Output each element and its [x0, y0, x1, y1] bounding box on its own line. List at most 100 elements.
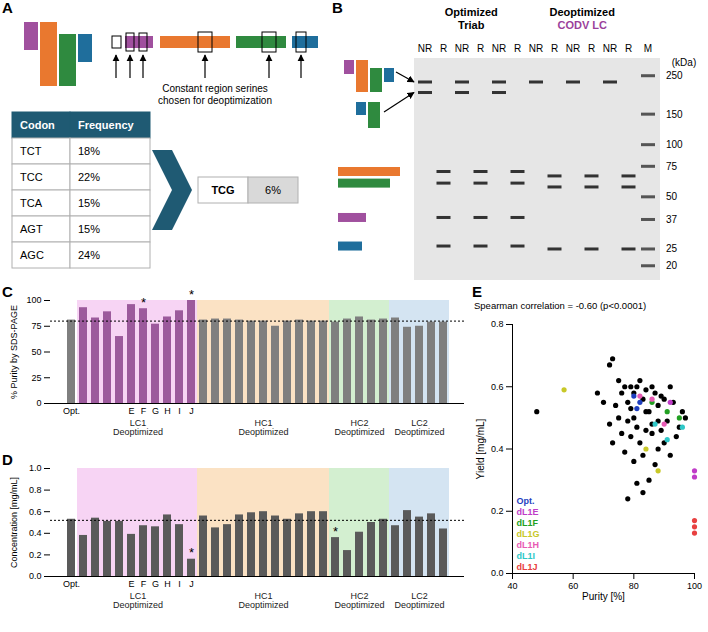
svg-text:50: 50 — [31, 347, 41, 357]
svg-text:R: R — [625, 43, 632, 54]
svg-text:0.8: 0.8 — [491, 319, 504, 329]
svg-text:Opt.: Opt. — [63, 579, 80, 589]
svg-text:NR: NR — [492, 43, 506, 54]
svg-text:6%: 6% — [265, 184, 281, 196]
svg-text:dL1J: dL1J — [517, 562, 538, 572]
svg-text:24%: 24% — [78, 249, 100, 261]
svg-text:TCG: TCG — [211, 184, 234, 196]
svg-text:CODV LC: CODV LC — [558, 19, 608, 31]
svg-text:NR: NR — [418, 43, 432, 54]
svg-text:Constant region serines: Constant region serines — [162, 83, 268, 94]
svg-text:*: * — [333, 524, 338, 539]
svg-text:NR: NR — [566, 43, 580, 54]
svg-text:*: * — [189, 545, 194, 560]
svg-text:AGT: AGT — [20, 223, 43, 235]
svg-text:15%: 15% — [78, 223, 100, 235]
svg-text:LC2Deoptimized: LC2Deoptimized — [394, 591, 444, 610]
svg-text:0.0: 0.0 — [491, 568, 504, 578]
svg-text:Optimized: Optimized — [445, 6, 498, 18]
svg-text:NR: NR — [455, 43, 469, 54]
svg-text:R: R — [551, 43, 558, 54]
svg-text:Purity [%]: Purity [%] — [582, 591, 625, 602]
svg-text:LC1Deoptimized: LC1Deoptimized — [113, 418, 163, 437]
svg-text:dL1F: dL1F — [517, 518, 539, 528]
svg-text:0.6: 0.6 — [29, 507, 42, 517]
svg-text:25: 25 — [666, 243, 678, 254]
svg-text:75: 75 — [31, 321, 41, 331]
svg-text:HC1Deoptimized: HC1Deoptimized — [238, 591, 288, 610]
svg-text:40: 40 — [507, 581, 517, 591]
svg-text:G: G — [152, 406, 159, 416]
svg-text:*: * — [141, 295, 146, 310]
svg-text:0.2: 0.2 — [29, 550, 42, 560]
svg-text:80: 80 — [629, 581, 639, 591]
svg-text:*: * — [189, 287, 194, 302]
html-text:A: A — [2, 0, 13, 16]
svg-text:Yield [mg/mL]: Yield [mg/mL] — [475, 418, 486, 479]
svg-text:dL1I: dL1I — [517, 551, 536, 561]
svg-text:100: 100 — [687, 581, 702, 591]
svg-text:HC2Deoptimized: HC2Deoptimized — [334, 591, 384, 610]
svg-text:H: H — [164, 579, 171, 589]
svg-text:R: R — [514, 43, 521, 54]
svg-text:LC2Deoptimized: LC2Deoptimized — [394, 418, 444, 437]
svg-text:20: 20 — [666, 260, 678, 271]
svg-text:37: 37 — [666, 214, 678, 225]
svg-text:100: 100 — [666, 139, 683, 150]
svg-text:250: 250 — [666, 70, 683, 81]
svg-text:Concentration [mg/mL]: Concentration [mg/mL] — [9, 477, 19, 568]
svg-text:150: 150 — [666, 109, 683, 120]
svg-text:Opt.: Opt. — [517, 496, 535, 506]
svg-text:60: 60 — [568, 581, 578, 591]
svg-text:18%: 18% — [78, 145, 100, 157]
svg-text:0: 0 — [36, 398, 41, 408]
svg-text:0.4: 0.4 — [491, 444, 504, 454]
svg-text:R: R — [440, 43, 447, 54]
svg-text:100: 100 — [26, 295, 41, 305]
svg-text:F: F — [141, 579, 147, 589]
svg-text:HC1Deoptimized: HC1Deoptimized — [238, 418, 288, 437]
svg-text:J: J — [189, 406, 194, 416]
svg-text:I: I — [178, 579, 181, 589]
svg-text:0.2: 0.2 — [491, 506, 504, 516]
svg-text:AGC: AGC — [20, 249, 44, 261]
svg-text:1.0: 1.0 — [29, 463, 42, 473]
svg-text:15%: 15% — [78, 197, 100, 209]
svg-text:dL1G: dL1G — [517, 529, 540, 539]
svg-text:H: H — [164, 406, 171, 416]
svg-text:dL1H: dL1H — [517, 540, 540, 550]
svg-text:NR: NR — [529, 43, 543, 54]
svg-text:(kDa): (kDa) — [672, 57, 696, 68]
svg-text:0.8: 0.8 — [29, 485, 42, 495]
svg-text:R: R — [588, 43, 595, 54]
svg-text:TCA: TCA — [20, 197, 43, 209]
svg-text:J: J — [189, 579, 194, 589]
svg-text:G: G — [152, 579, 159, 589]
svg-text:% Purity by SDS-PAGE: % Purity by SDS-PAGE — [9, 305, 19, 399]
svg-text:Codon: Codon — [20, 119, 55, 131]
svg-text:50: 50 — [666, 191, 678, 202]
svg-text:Deoptimized: Deoptimized — [550, 6, 615, 18]
svg-text:NR: NR — [603, 43, 617, 54]
svg-text:0.4: 0.4 — [29, 528, 42, 538]
svg-text:HC2Deoptimized: HC2Deoptimized — [334, 418, 384, 437]
svg-text:M: M — [644, 43, 652, 54]
svg-text:0.0: 0.0 — [29, 571, 42, 581]
svg-text:Frequency: Frequency — [78, 119, 135, 131]
svg-text:TCC: TCC — [20, 171, 43, 183]
svg-text:E: E — [128, 579, 134, 589]
svg-text:E: E — [128, 406, 134, 416]
svg-text:75: 75 — [666, 161, 678, 172]
svg-text:22%: 22% — [78, 171, 100, 183]
svg-text:F: F — [141, 406, 147, 416]
svg-text:TCT: TCT — [20, 145, 42, 157]
svg-text:LC1Deoptimized: LC1Deoptimized — [113, 591, 163, 610]
svg-text:Opt.: Opt. — [63, 406, 80, 416]
svg-text:25: 25 — [31, 373, 41, 383]
svg-text:R: R — [477, 43, 484, 54]
svg-text:Triab: Triab — [458, 19, 485, 31]
svg-text:I: I — [178, 406, 181, 416]
svg-text:0.6: 0.6 — [491, 382, 504, 392]
svg-text:dL1E: dL1E — [517, 507, 539, 517]
svg-text:chosen for deoptimization: chosen for deoptimization — [158, 95, 272, 106]
